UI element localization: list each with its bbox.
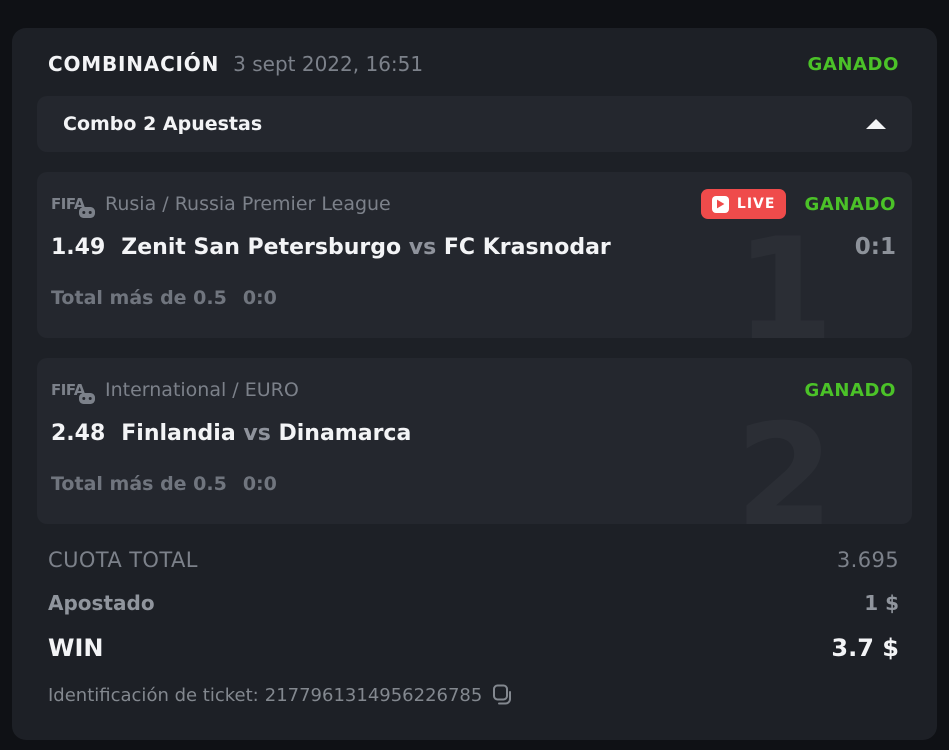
ticket-status-badge: GANADO	[807, 53, 899, 75]
ticket-id-value: 2177961314956226785	[264, 684, 483, 706]
ticket-summary: CUOTA TOTAL 3.695 Apostado 1 $ WIN 3.7 $…	[12, 524, 937, 706]
ticket-id-label: Identificación de ticket:	[48, 684, 259, 706]
stake-value: 1 $	[864, 591, 899, 615]
ticket-header: COMBINACIÓN 3 sept 2022, 16:51 GANADO	[12, 28, 937, 76]
match-teams: Finlandia vs Dinamarca	[121, 420, 412, 446]
bet-card-1[interactable]: 1 FIFA Rusia / Russia Premier League LIV…	[37, 172, 912, 338]
ticket-datetime: 3 sept 2022, 16:51	[233, 52, 424, 76]
chevron-up-icon[interactable]	[866, 119, 886, 129]
win-value: 3.7 $	[831, 634, 899, 662]
market-score: 0:0	[242, 287, 277, 309]
bet-odds: 1.49	[51, 234, 106, 260]
bet-ticket-card: COMBINACIÓN 3 sept 2022, 16:51 GANADO Co…	[12, 28, 937, 740]
match-score: 0:1	[854, 234, 896, 260]
combo-accordion-row[interactable]: Combo 2 Apuestas	[37, 96, 912, 152]
bet-card-2[interactable]: 2 FIFA International / EURO GANADO 2.48 …	[37, 358, 912, 524]
stake-label: Apostado	[48, 591, 155, 615]
gamepad-icon	[79, 207, 95, 218]
bet-status-badge: GANADO	[804, 193, 896, 215]
market-score: 0:0	[242, 473, 277, 495]
fifa-esports-icon: FIFA	[51, 378, 95, 404]
total-odds-value: 3.695	[836, 548, 899, 572]
league-name: International / EURO	[105, 379, 299, 401]
copy-ticket-id-button[interactable]	[492, 684, 512, 706]
market-name: Total más de 0.5	[51, 473, 227, 495]
ticket-type-title: COMBINACIÓN	[48, 52, 220, 76]
fifa-esports-icon: FIFA	[51, 192, 95, 218]
play-icon	[711, 195, 729, 213]
copy-icon	[493, 684, 512, 705]
total-odds-label: CUOTA TOTAL	[48, 548, 198, 572]
match-teams: Zenit San Petersburgo vs FC Krasnodar	[121, 234, 611, 260]
market-name: Total más de 0.5	[51, 287, 227, 309]
win-label: WIN	[48, 634, 104, 662]
live-badge[interactable]: LIVE	[700, 189, 787, 219]
combo-label: Combo 2 Apuestas	[63, 113, 263, 135]
bet-odds: 2.48	[51, 420, 106, 446]
vs-label: vs	[408, 234, 437, 260]
vs-label: vs	[243, 420, 271, 446]
gamepad-icon	[79, 393, 95, 404]
league-name: Rusia / Russia Premier League	[105, 193, 391, 215]
bet-status-badge: GANADO	[804, 379, 896, 401]
